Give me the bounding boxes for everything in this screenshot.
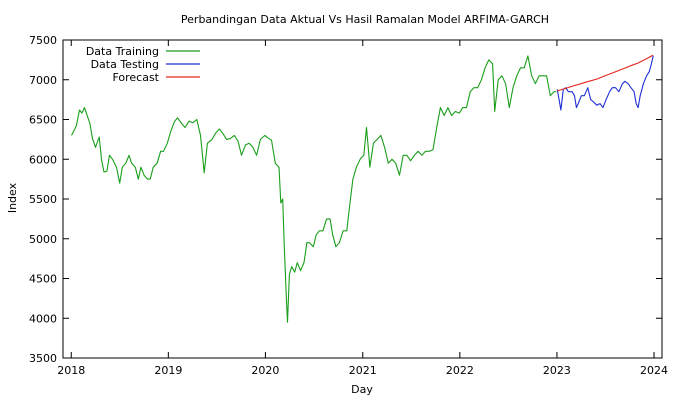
- y-axis-label: Index: [6, 182, 19, 213]
- x-tick-label: 2023: [543, 364, 571, 377]
- x-tick-label: 2021: [349, 364, 377, 377]
- x-tick-label: 2019: [154, 364, 182, 377]
- legend-label: Data Testing: [91, 58, 159, 71]
- series-line-data-testing: [556, 55, 654, 111]
- x-tick-label: 2020: [251, 364, 279, 377]
- series-line-data-training: [71, 55, 557, 323]
- legend-label: Data Training: [86, 45, 159, 58]
- plot-frame: [62, 39, 663, 359]
- y-tick-label: 4000: [29, 312, 57, 325]
- x-tick-label: 2022: [446, 364, 474, 377]
- y-tick-label: 5500: [29, 193, 57, 206]
- y-tick-label: 6500: [29, 114, 57, 127]
- x-tick-label: 2024: [640, 364, 668, 377]
- y-tick-label: 6000: [29, 153, 57, 166]
- x-axis-label: Day: [351, 383, 373, 396]
- y-tick-label: 7000: [29, 74, 57, 87]
- x-axis: 2018 2019 2020 2021 2022 2023 2024: [57, 40, 668, 377]
- y-tick-label: 4500: [29, 273, 57, 286]
- chart-title: Perbandingan Data Aktual Vs Hasil Ramala…: [181, 13, 549, 26]
- y-tick-label: 5000: [29, 233, 57, 246]
- y-axis: 3500 4000 4500 5000 5500 6000 6500 7000 7500: [29, 34, 662, 365]
- y-tick-label: 7500: [29, 34, 57, 47]
- series-layer: [71, 54, 654, 323]
- y-tick-label: 3500: [29, 352, 57, 365]
- x-tick-label: 2018: [57, 364, 85, 377]
- legend-label: Forecast: [112, 71, 159, 84]
- series-line-forecast: [557, 54, 654, 92]
